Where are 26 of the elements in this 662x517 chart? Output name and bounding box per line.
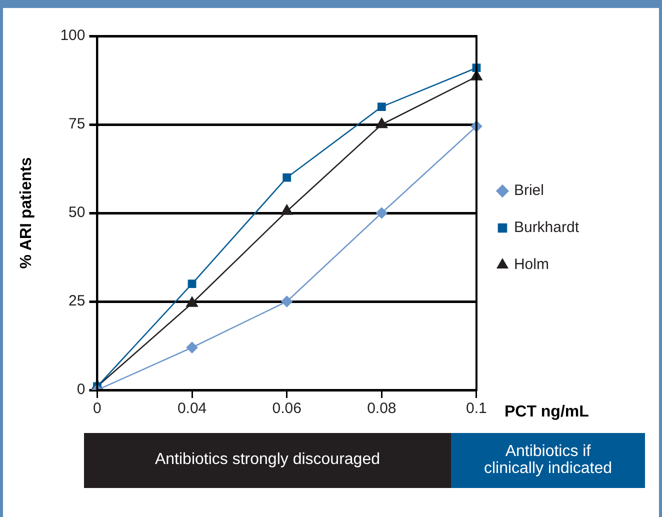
x-tick-label: 0 bbox=[93, 400, 102, 418]
text: Antibiotics if clinically indicated bbox=[451, 433, 645, 488]
point bbox=[376, 118, 388, 128]
y-axis-title: % ARI patients bbox=[18, 157, 36, 269]
point bbox=[281, 296, 292, 308]
y-tick-label: 50 bbox=[68, 204, 86, 222]
legend-label: Briel bbox=[514, 182, 544, 200]
y-tick-label: 25 bbox=[68, 292, 86, 310]
point bbox=[377, 102, 386, 111]
x-tick-label: 0.1 bbox=[466, 400, 487, 418]
point bbox=[281, 204, 293, 215]
x-tick-label: 0.08 bbox=[367, 400, 396, 418]
y-tick-label: 100 bbox=[60, 27, 86, 44]
text: Antibiotics strongly discouraged bbox=[84, 433, 451, 488]
legend-label: Holm bbox=[514, 256, 549, 274]
point bbox=[186, 342, 198, 354]
x-tick-label: 0.06 bbox=[272, 400, 302, 418]
y-tick-label: 75 bbox=[68, 116, 86, 133]
point bbox=[282, 173, 292, 182]
x-axis-title: PCT ng/mL bbox=[504, 403, 590, 420]
point bbox=[186, 296, 198, 307]
legend-label: Burkhardt bbox=[514, 219, 580, 236]
point bbox=[188, 280, 196, 288]
y-tick-label: 0 bbox=[76, 381, 86, 398]
point bbox=[376, 207, 388, 219]
x-tick-label: 0.04 bbox=[177, 400, 207, 418]
